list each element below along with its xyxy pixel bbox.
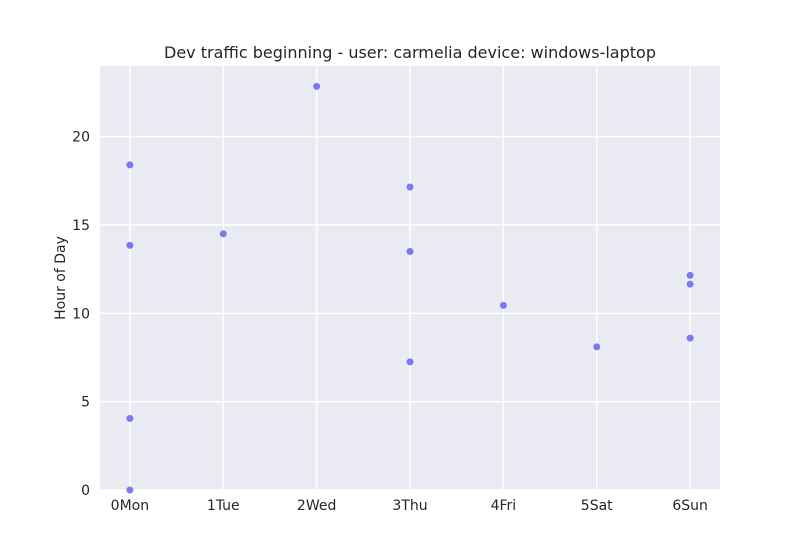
data-point: [686, 280, 694, 288]
data-point: [313, 82, 321, 90]
x-tick-label: 3Thu: [392, 498, 427, 514]
chart-title: Dev traffic beginning - user: carmelia d…: [164, 43, 656, 62]
data-point: [126, 486, 134, 494]
data-point: [686, 271, 694, 279]
data-point: [406, 358, 414, 366]
data-points: [126, 82, 694, 494]
y-axis-title: Hour of Day: [53, 236, 69, 320]
x-tick-label: 6Sun: [672, 498, 708, 514]
x-tick-label: 5Sat: [581, 498, 613, 514]
data-point: [686, 334, 694, 342]
data-point: [406, 248, 414, 255]
y-tick-label: 10: [72, 306, 90, 322]
data-point: [499, 301, 507, 309]
x-tick-labels: 0Mon 1Tue 2Wed 3Thu 4Fri 5Sat 6Sun: [111, 498, 708, 514]
x-tick-label: 4Fri: [491, 498, 517, 514]
y-tick-label: 5: [81, 395, 90, 411]
data-point: [593, 343, 601, 351]
data-point: [126, 241, 134, 249]
x-tick-label: 2Wed: [297, 498, 336, 514]
data-point: [406, 183, 414, 191]
x-tick-label: 0Mon: [111, 498, 149, 514]
data-point: [219, 230, 227, 238]
x-tick-label: 1Tue: [207, 498, 240, 514]
y-tick-label: 0: [81, 483, 90, 499]
horizontal-gridlines: [100, 135, 720, 491]
y-tick-label: 20: [72, 130, 90, 146]
data-point: [126, 161, 134, 169]
y-tick-labels: 0 5 10 15 20: [72, 130, 90, 499]
y-tick-label: 15: [72, 218, 90, 234]
data-point: [126, 414, 134, 422]
